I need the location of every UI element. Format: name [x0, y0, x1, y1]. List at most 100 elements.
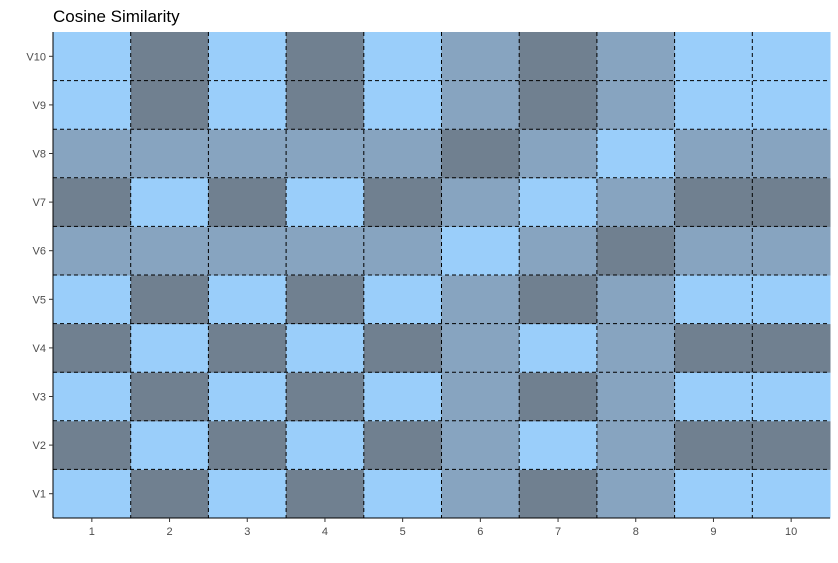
x-tick-label: 6: [477, 526, 483, 538]
heatmap-cell-V3-7: [519, 372, 598, 422]
heatmap-cell-V5-8: [596, 275, 676, 325]
heatmap-cell-V2-9: [674, 420, 753, 470]
heatmap-cell-V7-6: [441, 177, 520, 227]
heatmap-cell-V8-5: [363, 129, 442, 179]
heatmap-cell-V4-2: [130, 323, 209, 373]
heatmap-cell-V9-7: [519, 80, 598, 130]
heatmap-cell-V4-10: [752, 323, 831, 373]
heatmap-cell-V7-5: [363, 177, 442, 227]
heatmap-cell-V5-3: [208, 275, 287, 325]
heatmap-cell-V7-4: [286, 177, 365, 227]
heatmap-cell-V3-10: [752, 372, 831, 422]
heatmap-cell-V3-5: [363, 372, 442, 422]
heatmap-cell-V2-3: [208, 420, 287, 470]
heatmap-cell-V3-9: [674, 372, 753, 422]
heatmap-cell-V4-8: [596, 323, 676, 373]
heatmap-cell-V2-2: [130, 420, 209, 470]
heatmap-cell-V7-3: [208, 177, 287, 227]
heatmap-cell-V1-4: [286, 469, 365, 519]
axes: [52, 32, 830, 519]
heatmap-cell-V10-6: [441, 32, 520, 82]
heatmap-cell-V4-3: [208, 323, 287, 373]
heatmap-cell-V3-4: [286, 372, 365, 422]
heatmap-cell-V6-5: [363, 226, 442, 276]
heatmap-cell-V9-8: [596, 80, 676, 130]
heatmap-cell-V10-2: [130, 32, 209, 82]
heatmap-cell-V10-5: [363, 32, 442, 82]
x-tick-label: 10: [785, 526, 797, 538]
heatmap-cell-V10-4: [286, 32, 365, 82]
heatmap-cell-V2-5: [363, 420, 442, 470]
heatmap-cell-V6-8: [596, 226, 676, 276]
heatmap-cell-V9-1: [53, 80, 132, 130]
y-tick-label: V9: [33, 100, 46, 112]
x-tick-label: 9: [710, 526, 716, 538]
heatmap-cell-V8-4: [286, 129, 365, 179]
x-tick-label: 1: [89, 526, 95, 538]
heatmap-cell-V10-10: [752, 32, 831, 82]
heatmap-cell-V7-10: [752, 177, 831, 227]
heatmap-cell-V1-2: [130, 469, 209, 519]
x-tick-label: 8: [633, 526, 639, 538]
y-tick-label: V10: [26, 51, 46, 63]
heatmap-cell-V4-4: [286, 323, 365, 373]
heatmap-cell-V9-2: [130, 80, 209, 130]
heatmap-cell-V9-10: [752, 80, 831, 130]
heatmap-cell-V2-7: [519, 420, 598, 470]
chart-title: Cosine Similarity: [53, 7, 180, 26]
heatmap-cell-V7-9: [674, 177, 753, 227]
heatmap-cell-V8-8: [596, 129, 676, 179]
heatmap-cell-V5-5: [363, 275, 442, 325]
heatmap-cell-V5-10: [752, 275, 831, 325]
y-tick-label: V5: [33, 294, 46, 306]
x-tick-label: 4: [322, 526, 328, 538]
y-tick-label: V8: [33, 149, 46, 161]
heatmap-cells: [53, 32, 831, 519]
heatmap-cell-V6-9: [674, 226, 753, 276]
heatmap-cell-V5-1: [53, 275, 132, 325]
x-tick-label: 7: [555, 526, 561, 538]
heatmap-cell-V5-7: [519, 275, 598, 325]
heatmap-cell-V1-7: [519, 469, 598, 519]
heatmap-cell-V4-1: [53, 323, 132, 373]
heatmap-cell-V4-7: [519, 323, 598, 373]
heatmap-cell-V3-6: [441, 372, 520, 422]
heatmap-cell-V9-3: [208, 80, 287, 130]
heatmap-cell-V8-2: [130, 129, 209, 179]
heatmap-cell-V8-6: [441, 129, 520, 179]
heatmap-cell-V4-5: [363, 323, 442, 373]
heatmap-cell-V6-3: [208, 226, 287, 276]
heatmap-cell-V3-3: [208, 372, 287, 422]
heatmap-cell-V8-9: [674, 129, 753, 179]
heatmap-cell-V6-7: [519, 226, 598, 276]
heatmap-cell-V2-6: [441, 420, 520, 470]
heatmap-cell-V1-5: [363, 469, 442, 519]
heatmap-cell-V10-3: [208, 32, 287, 82]
heatmap-cell-V9-6: [441, 80, 520, 130]
heatmap-cell-V8-10: [752, 129, 831, 179]
heatmap-cell-V2-10: [752, 420, 831, 470]
heatmap-cell-V10-9: [674, 32, 753, 82]
heatmap-cell-V9-4: [286, 80, 365, 130]
heatmap-cell-V1-1: [53, 469, 132, 519]
heatmap-cell-V2-8: [596, 420, 676, 470]
heatmap-cell-V4-9: [674, 323, 753, 373]
heatmap-cell-V1-6: [441, 469, 520, 519]
y-tick-label: V4: [33, 343, 46, 355]
heatmap-cell-V5-2: [130, 275, 209, 325]
heatmap-cell-V5-4: [286, 275, 365, 325]
heatmap-cell-V7-8: [596, 177, 676, 227]
x-axis-ticks: 1 2 3 4 5 6 7 8 9 10: [89, 518, 797, 538]
heatmap-cell-V7-1: [53, 177, 132, 227]
heatmap-cell-V2-4: [286, 420, 365, 470]
x-tick-label: 3: [244, 526, 250, 538]
y-tick-label: V6: [33, 246, 46, 258]
heatmap-cell-V4-6: [441, 323, 520, 373]
heatmap-cell-V3-1: [53, 372, 132, 422]
heatmap-cell-V1-3: [208, 469, 287, 519]
y-tick-label: V7: [33, 197, 46, 209]
heatmap-cell-V1-9: [674, 469, 753, 519]
heatmap-cell-V5-9: [674, 275, 753, 325]
